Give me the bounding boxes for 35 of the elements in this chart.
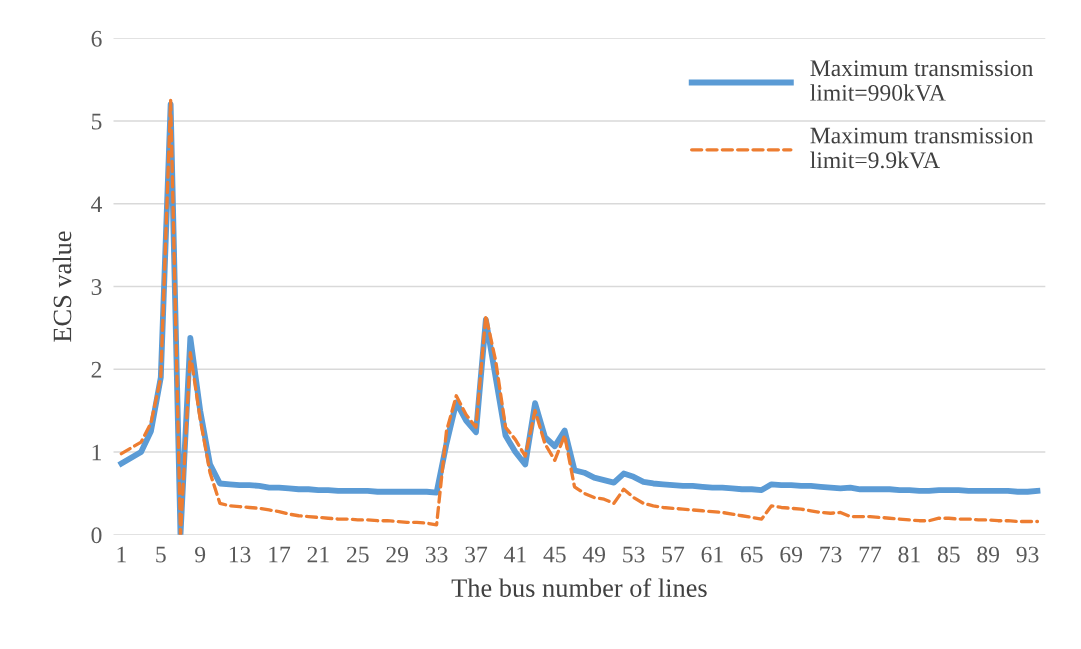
x-tick-label: 37	[465, 546, 488, 563]
legend-label: Maximum transmission limit=9.9kVA	[810, 127, 1034, 169]
legend-label: Maximum transmission limit=990kVA	[810, 60, 1034, 101]
x-tick-label: 33	[425, 546, 448, 563]
x-tick-label: 41	[504, 546, 526, 563]
x-tick-label: 21	[307, 546, 329, 563]
y-tick-label: 4	[91, 196, 103, 212]
y-tick-label: 3	[91, 279, 102, 295]
x-tick-label: 29	[386, 546, 409, 563]
x-axis-title: The bus number of lines	[451, 578, 707, 597]
x-tick-label: 69	[780, 546, 803, 563]
x-tick-label: 77	[859, 546, 882, 563]
x-tick-label: 13	[229, 546, 251, 563]
x-tick-label: 45	[543, 546, 566, 563]
y-tick-label: 6	[91, 30, 102, 47]
x-tick-label: 89	[977, 546, 1000, 563]
x-tick-label: 1	[117, 546, 126, 563]
x-tick-label: 9	[195, 546, 206, 563]
x-tick-label: 61	[701, 546, 723, 563]
y-tick-label: 2	[91, 361, 102, 378]
x-tick-label: 57	[662, 546, 685, 563]
x-tick-label: 49	[582, 546, 606, 563]
y-axis-title: ECS value	[52, 231, 72, 342]
y-tick-label: 5	[91, 113, 102, 130]
y-tick-label: 0	[91, 527, 102, 544]
x-tick-label: 81	[898, 546, 920, 563]
x-tick-label: 5	[156, 546, 166, 563]
x-tick-label: 85	[937, 546, 960, 563]
x-tick-label: 73	[820, 546, 842, 563]
x-tick-label: 53	[623, 546, 645, 563]
x-tick-label: 17	[269, 546, 291, 563]
x-tick-label: 93	[1016, 546, 1039, 563]
y-tick-label: 1	[92, 444, 101, 461]
x-tick-label: 25	[347, 546, 369, 563]
x-tick-label: 65	[741, 546, 763, 563]
